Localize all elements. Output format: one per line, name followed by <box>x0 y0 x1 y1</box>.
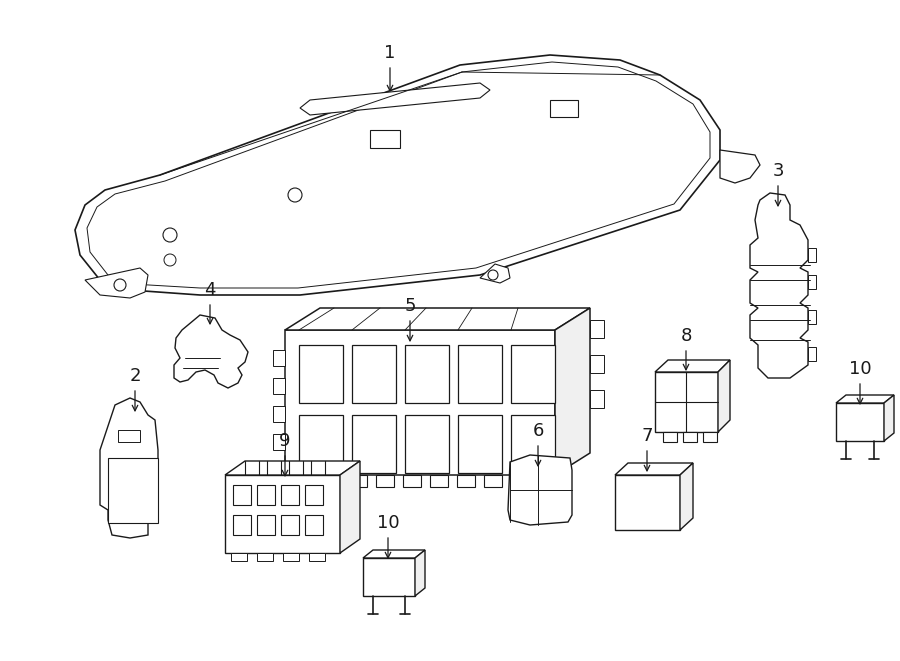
Polygon shape <box>615 463 693 475</box>
Polygon shape <box>349 475 367 487</box>
Text: 6: 6 <box>532 422 544 440</box>
Polygon shape <box>257 485 275 505</box>
Polygon shape <box>590 390 604 408</box>
Text: 10: 10 <box>849 360 871 378</box>
Polygon shape <box>680 463 693 530</box>
Polygon shape <box>174 315 248 388</box>
Polygon shape <box>403 475 421 487</box>
Polygon shape <box>590 355 604 373</box>
Polygon shape <box>555 308 590 475</box>
Polygon shape <box>273 406 285 422</box>
Polygon shape <box>655 372 718 432</box>
Polygon shape <box>370 130 400 148</box>
Polygon shape <box>108 458 158 523</box>
Polygon shape <box>75 55 720 295</box>
Polygon shape <box>720 150 760 183</box>
Polygon shape <box>309 553 325 561</box>
Polygon shape <box>884 395 894 441</box>
Polygon shape <box>299 345 343 403</box>
Polygon shape <box>655 360 730 372</box>
Polygon shape <box>281 485 299 505</box>
Polygon shape <box>615 475 680 530</box>
Polygon shape <box>305 485 323 505</box>
Polygon shape <box>322 475 340 487</box>
Text: 5: 5 <box>404 297 416 315</box>
Polygon shape <box>376 475 394 487</box>
Text: 10: 10 <box>377 514 400 532</box>
Text: 1: 1 <box>384 44 396 62</box>
Polygon shape <box>225 475 340 553</box>
Polygon shape <box>283 553 299 561</box>
Polygon shape <box>285 330 555 475</box>
Polygon shape <box>808 275 816 289</box>
Polygon shape <box>511 475 529 487</box>
Polygon shape <box>285 308 590 330</box>
Polygon shape <box>257 515 275 535</box>
Text: 9: 9 <box>279 432 291 450</box>
Polygon shape <box>480 264 510 283</box>
Polygon shape <box>663 432 677 442</box>
Polygon shape <box>683 432 697 442</box>
Polygon shape <box>299 415 343 473</box>
Polygon shape <box>118 430 140 442</box>
Polygon shape <box>808 310 816 324</box>
Polygon shape <box>808 347 816 361</box>
Polygon shape <box>415 550 425 596</box>
Polygon shape <box>233 485 251 505</box>
Polygon shape <box>281 515 299 535</box>
Polygon shape <box>273 378 285 394</box>
Polygon shape <box>457 475 475 487</box>
Polygon shape <box>836 403 884 441</box>
Polygon shape <box>808 248 816 262</box>
Text: 2: 2 <box>130 367 140 385</box>
Polygon shape <box>458 415 502 473</box>
Polygon shape <box>703 432 717 442</box>
Polygon shape <box>352 415 396 473</box>
Polygon shape <box>100 398 158 538</box>
Polygon shape <box>85 268 148 298</box>
Polygon shape <box>295 475 313 487</box>
Polygon shape <box>300 83 490 115</box>
Polygon shape <box>750 193 808 378</box>
Polygon shape <box>590 320 604 338</box>
Polygon shape <box>363 550 425 558</box>
Polygon shape <box>511 415 555 473</box>
Polygon shape <box>340 461 360 553</box>
Polygon shape <box>305 515 323 535</box>
Text: 4: 4 <box>204 281 216 299</box>
Polygon shape <box>511 345 555 403</box>
Polygon shape <box>550 100 578 117</box>
Polygon shape <box>430 475 448 487</box>
Polygon shape <box>225 461 360 475</box>
Text: 3: 3 <box>772 162 784 180</box>
Polygon shape <box>405 415 449 473</box>
Polygon shape <box>836 395 894 403</box>
Polygon shape <box>718 360 730 432</box>
Polygon shape <box>352 345 396 403</box>
Polygon shape <box>363 558 415 596</box>
Polygon shape <box>405 345 449 403</box>
Polygon shape <box>273 350 285 366</box>
Text: 7: 7 <box>641 427 652 445</box>
Polygon shape <box>231 553 247 561</box>
Polygon shape <box>273 434 285 450</box>
Text: 8: 8 <box>680 327 692 345</box>
Polygon shape <box>458 345 502 403</box>
Polygon shape <box>233 515 251 535</box>
Polygon shape <box>508 455 572 525</box>
Polygon shape <box>257 553 273 561</box>
Polygon shape <box>484 475 502 487</box>
